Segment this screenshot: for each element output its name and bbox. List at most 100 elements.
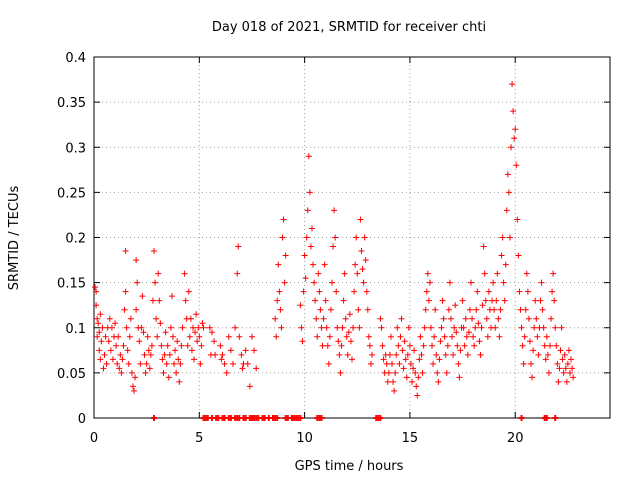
data-point	[414, 392, 421, 399]
data-point	[171, 360, 178, 367]
data-point	[429, 342, 436, 349]
y-tick-label: 0.2	[65, 232, 86, 247]
data-point	[149, 297, 156, 304]
data-point	[235, 243, 242, 250]
data-point	[449, 333, 456, 340]
data-point	[529, 374, 536, 381]
data-point	[322, 297, 329, 304]
data-point	[541, 342, 548, 349]
data-point	[405, 324, 412, 331]
data-point	[543, 333, 550, 340]
data-point	[98, 338, 105, 345]
data-point	[452, 302, 459, 309]
chart-title: Day 018 of 2021, SRMTID for receiver cht…	[212, 20, 486, 35]
data-point	[513, 162, 520, 169]
y-tick-label: 0.3	[65, 141, 86, 156]
data-point	[456, 374, 463, 381]
data-point	[159, 356, 166, 363]
data-point	[335, 338, 342, 345]
data-point	[92, 284, 99, 291]
data-point	[156, 297, 163, 304]
data-point	[392, 369, 399, 376]
data-point	[461, 342, 468, 349]
data-point	[361, 234, 368, 241]
data-point	[137, 360, 144, 367]
data-point	[563, 378, 570, 385]
data-point	[413, 383, 420, 390]
data-point	[312, 297, 319, 304]
data-point	[230, 360, 237, 367]
data-point	[363, 288, 370, 295]
data-point	[280, 216, 287, 223]
data-point	[176, 378, 183, 385]
data-point	[496, 333, 503, 340]
data-point	[554, 360, 561, 367]
data-point	[128, 369, 135, 376]
data-point	[177, 360, 184, 367]
data-point	[453, 329, 460, 336]
data-point	[526, 338, 533, 345]
data-point	[163, 360, 170, 367]
data-point	[112, 320, 119, 327]
data-point	[495, 315, 502, 322]
data-point	[327, 306, 334, 313]
data-point	[498, 252, 505, 259]
data-point	[552, 324, 559, 331]
data-point	[559, 356, 566, 363]
data-point	[278, 324, 285, 331]
data-points	[92, 81, 577, 421]
data-point	[175, 356, 182, 363]
data-point	[534, 333, 541, 340]
data-point	[465, 329, 472, 336]
data-point	[511, 135, 518, 142]
data-point	[234, 270, 241, 277]
data-point	[223, 369, 230, 376]
data-point	[136, 338, 143, 345]
data-point	[142, 369, 149, 376]
data-point	[494, 270, 501, 277]
data-point	[436, 356, 443, 363]
data-point	[523, 270, 530, 277]
data-point	[122, 248, 129, 255]
data-point	[253, 365, 260, 372]
data-point	[172, 347, 179, 354]
data-point	[451, 324, 458, 331]
data-point	[353, 234, 360, 241]
data-point	[500, 279, 507, 286]
data-point	[126, 333, 133, 340]
data-point	[469, 315, 476, 322]
data-point	[208, 329, 215, 336]
data-point	[298, 324, 305, 331]
data-point	[225, 333, 232, 340]
data-point	[251, 347, 258, 354]
data-point	[339, 324, 346, 331]
data-point	[351, 288, 358, 295]
data-point	[467, 279, 474, 286]
data-point	[499, 234, 506, 241]
data-point	[520, 360, 527, 367]
data-point	[390, 378, 397, 385]
data-point	[446, 279, 453, 286]
data-point	[421, 324, 428, 331]
data-point	[389, 360, 396, 367]
data-point	[144, 333, 151, 340]
data-point	[562, 365, 569, 372]
data-point	[410, 365, 417, 372]
data-point	[320, 315, 327, 322]
data-point	[501, 297, 508, 304]
data-point	[404, 351, 411, 358]
data-point	[274, 297, 281, 304]
data-point-zero	[318, 415, 325, 421]
data-point	[395, 342, 402, 349]
data-point	[186, 333, 193, 340]
data-point	[431, 333, 438, 340]
data-point-zero	[377, 415, 384, 421]
data-point	[399, 347, 406, 354]
data-point	[138, 324, 145, 331]
data-point	[427, 324, 434, 331]
data-point	[477, 351, 484, 358]
data-point	[463, 333, 470, 340]
data-point	[221, 360, 228, 367]
data-point	[557, 347, 564, 354]
data-point	[178, 342, 185, 349]
